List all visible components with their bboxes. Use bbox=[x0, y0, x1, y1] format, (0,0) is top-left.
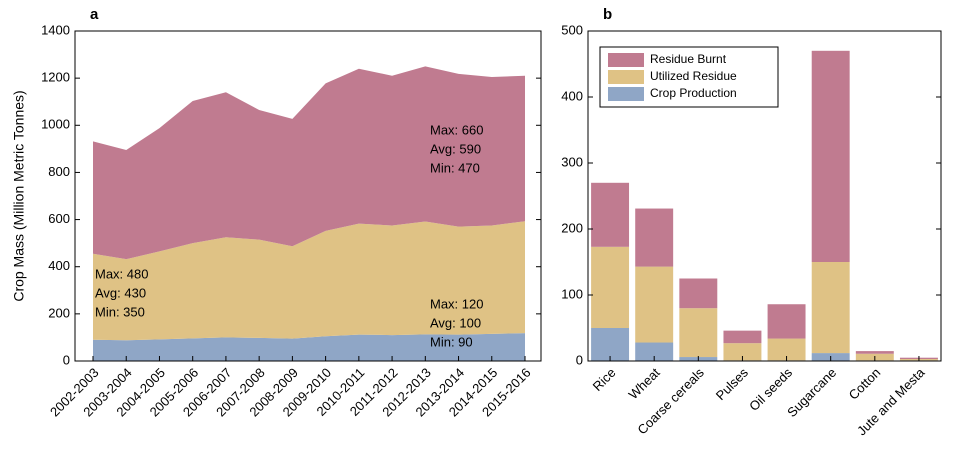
plot-frame bbox=[74, 30, 542, 362]
y-tick-label: 800 bbox=[48, 164, 70, 179]
legend-swatch bbox=[608, 87, 644, 101]
bar bbox=[723, 343, 762, 361]
area bbox=[93, 221, 525, 341]
annotation: Avg: 100 bbox=[430, 315, 481, 330]
bar bbox=[855, 351, 894, 354]
x-tick-label: Wheat bbox=[626, 365, 663, 402]
y-tick-label: 100 bbox=[561, 286, 583, 301]
bar bbox=[591, 328, 630, 361]
bar bbox=[679, 308, 718, 358]
annotation: Avg: 430 bbox=[95, 285, 146, 300]
x-tick-label: Pulses bbox=[713, 365, 752, 404]
legend-label: Crop Production bbox=[650, 86, 737, 100]
panel-label: a bbox=[90, 6, 99, 23]
panel-label: b bbox=[603, 6, 612, 23]
annotation: Min: 470 bbox=[430, 160, 480, 175]
y-tick-label: 0 bbox=[576, 352, 583, 367]
y-tick-label: 300 bbox=[561, 154, 583, 169]
bar bbox=[811, 50, 850, 262]
y-tick-label: 500 bbox=[561, 22, 583, 37]
y-tick-label: 1200 bbox=[41, 70, 70, 85]
annotation: Max: 120 bbox=[430, 296, 483, 311]
bar bbox=[767, 338, 806, 361]
plot-frame bbox=[587, 30, 942, 362]
y-tick-label: 1400 bbox=[41, 22, 70, 37]
annotation: Max: 480 bbox=[95, 266, 148, 281]
y-tick-label: 1000 bbox=[41, 117, 70, 132]
bar bbox=[811, 262, 850, 354]
bar bbox=[679, 278, 718, 309]
x-tick-label: Rice bbox=[590, 365, 619, 394]
y-tick-label: 600 bbox=[48, 211, 70, 226]
bar bbox=[723, 330, 762, 344]
bar bbox=[591, 182, 630, 247]
bar bbox=[767, 304, 806, 339]
legend-label: Residue Burnt bbox=[650, 52, 727, 66]
y-tick-label: 400 bbox=[48, 258, 70, 273]
bar bbox=[591, 246, 630, 328]
legend-label: Utilized Residue bbox=[650, 69, 737, 83]
x-tick-label: Cotton bbox=[846, 365, 884, 403]
legend-swatch bbox=[608, 70, 644, 84]
y-tick-label: 0 bbox=[63, 352, 70, 367]
bar bbox=[635, 266, 674, 343]
bar bbox=[635, 342, 674, 361]
y-axis-label: Crop Mass (Million Metric Tonnes) bbox=[11, 90, 27, 301]
bar bbox=[635, 208, 674, 267]
annotation: Min: 350 bbox=[95, 304, 145, 319]
annotation: Max: 660 bbox=[430, 122, 483, 137]
area bbox=[93, 66, 525, 260]
legend-swatch bbox=[608, 53, 644, 67]
y-tick-label: 200 bbox=[48, 305, 70, 320]
y-tick-label: 400 bbox=[561, 88, 583, 103]
annotation: Min: 90 bbox=[430, 334, 473, 349]
area bbox=[93, 333, 525, 361]
annotation: Avg: 590 bbox=[430, 141, 481, 156]
y-tick-label: 200 bbox=[561, 220, 583, 235]
